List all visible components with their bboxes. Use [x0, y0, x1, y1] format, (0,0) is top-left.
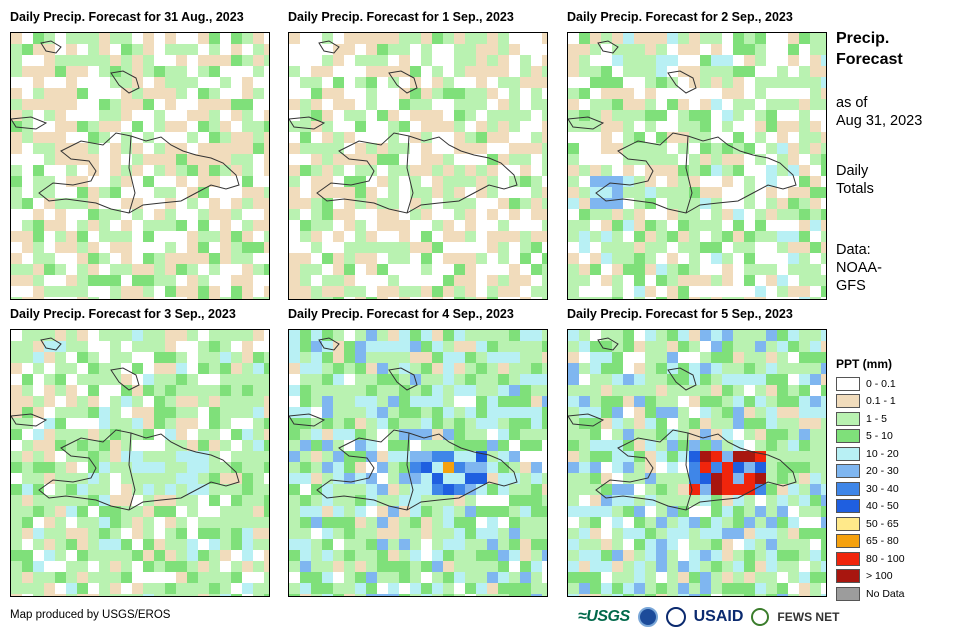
usaid-seal-icon: [665, 607, 686, 627]
info-title-line2: Forecast: [836, 51, 903, 68]
legend-swatch: [836, 499, 860, 514]
legend-label: 5 - 10: [866, 430, 893, 443]
panel-title: Daily Precip. Forecast for 5 Sep., 2023: [567, 307, 793, 321]
map-frame: [288, 329, 548, 597]
usgs-logo: ≈USGS: [578, 608, 630, 625]
coastline-outline: [568, 40, 797, 214]
panel-title: Daily Precip. Forecast for 4 Sep., 2023: [288, 307, 514, 321]
map-frame: [10, 32, 270, 300]
legend-item: > 100: [836, 568, 966, 586]
fews-logo: FEWS NET: [777, 610, 840, 624]
legend-label: 30 - 40: [866, 482, 899, 495]
legend-item: 0.1 - 1: [836, 393, 966, 411]
legend-label: 50 - 65: [866, 517, 899, 530]
data-line1: Data:: [836, 242, 871, 258]
legend-swatch: [836, 569, 860, 584]
fews-globe-icon: [751, 608, 770, 626]
coastline-outline: [11, 337, 240, 511]
noaa-logo-icon: [637, 607, 658, 627]
legend-swatch: [836, 586, 860, 601]
legend-label: 40 - 50: [866, 500, 899, 513]
legend-swatch: [836, 481, 860, 496]
legend-swatch: [836, 394, 860, 409]
map-frame: [567, 32, 827, 300]
legend-item: 10 - 20: [836, 445, 966, 463]
usaid-logo: USAID: [693, 608, 744, 625]
legend-swatch: [836, 411, 860, 426]
panel-title: Daily Precip. Forecast for 31 Aug., 2023: [10, 10, 244, 24]
legend: PPT (mm) 0 - 0.1 0.1 - 1 1 - 5 5 - 10 10 - 2…: [836, 357, 966, 603]
legend-label: > 100: [866, 570, 893, 583]
legend-title: PPT (mm): [836, 357, 893, 371]
coastline-outline: [568, 337, 797, 511]
data-line3: GFS: [836, 278, 866, 294]
legend-item: 50 - 65: [836, 515, 966, 533]
legend-item: 20 - 30: [836, 463, 966, 481]
map-info: Precip. Forecast as of Aug 31, 2023 Dail…: [836, 28, 966, 295]
precip-grid: [289, 33, 547, 299]
legend-item: 30 - 40: [836, 480, 966, 498]
legend-swatch: [836, 534, 860, 549]
legend-item: No Data: [836, 585, 966, 603]
legend-item: 0 - 0.1: [836, 375, 966, 393]
legend-label: 20 - 30: [866, 465, 899, 478]
legend-item: 1 - 5: [836, 410, 966, 428]
totals-line1: Daily: [836, 163, 869, 179]
legend-swatch: [836, 429, 860, 444]
info-title-line1: Precip.: [836, 30, 890, 47]
legend-label: 65 - 80: [866, 535, 899, 548]
data-line2: NOAA-: [836, 260, 882, 276]
map-frame: [10, 329, 270, 597]
legend-label: No Data: [866, 587, 905, 600]
coastline-outline: [289, 337, 518, 511]
legend-item: 5 - 10: [836, 428, 966, 446]
legend-item: 65 - 80: [836, 533, 966, 551]
precip-grid: [11, 330, 269, 596]
legend-label: 10 - 20: [866, 447, 899, 460]
legend-swatch: [836, 446, 860, 461]
asof-line1: as of: [836, 95, 868, 111]
legend-swatch: [836, 516, 860, 531]
legend-swatch: [836, 376, 860, 391]
panel-title: Daily Precip. Forecast for 1 Sep., 2023: [288, 10, 514, 24]
totals-line2: Totals: [836, 181, 874, 197]
legend-label: 1 - 5: [866, 412, 888, 425]
coastline-outline: [11, 40, 240, 214]
legend-item: 40 - 50: [836, 498, 966, 516]
legend-label: 0.1 - 1: [866, 395, 896, 408]
coastline-outline: [289, 40, 518, 214]
legend-label: 80 - 100: [866, 552, 905, 565]
legend-swatch: [836, 551, 860, 566]
panel-title: Daily Precip. Forecast for 2 Sep., 2023: [567, 10, 793, 24]
legend-swatch: [836, 464, 860, 479]
map-frame: [567, 329, 827, 597]
precip-grid: [568, 330, 826, 596]
panel-title: Daily Precip. Forecast for 3 Sep., 2023: [10, 307, 236, 321]
map-frame: [288, 32, 548, 300]
legend-label: 0 - 0.1: [866, 377, 896, 390]
legend-item: 80 - 100: [836, 550, 966, 568]
asof-line2: Aug 31, 2023: [836, 113, 923, 129]
precip-grid: [289, 330, 547, 596]
partner-logos: ≈USGS USAID FEWS NET: [578, 603, 839, 631]
map-credit: Map produced by USGS/EROS: [10, 609, 171, 621]
precip-grid: [11, 33, 269, 299]
